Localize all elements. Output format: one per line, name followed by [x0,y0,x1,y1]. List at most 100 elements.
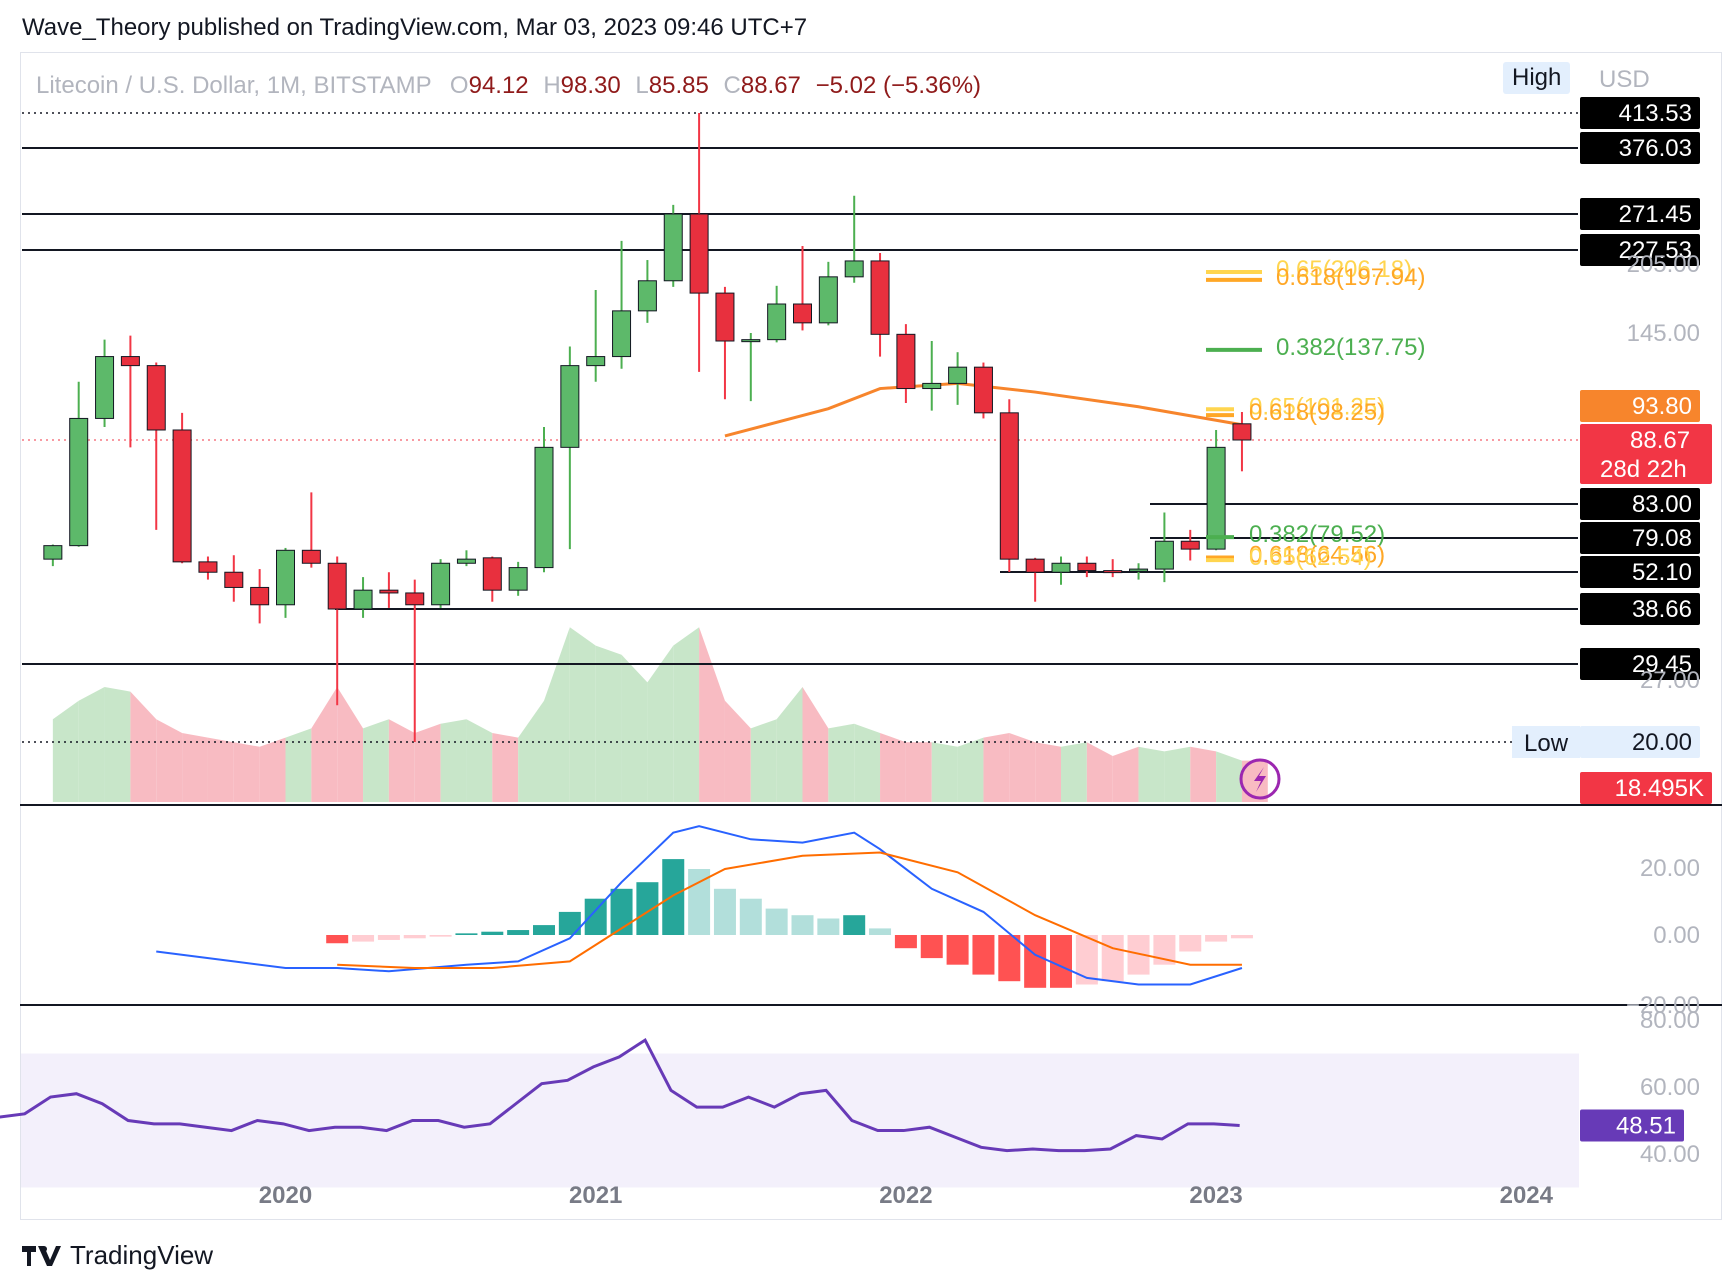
volume-bar [466,719,493,802]
price-pane: 0.65(206.18)0.618(197.94) 0.382(137.75) 0.… [22,112,1578,802]
volume-bar [983,733,1010,802]
low-axis-label: 20.00 [1632,729,1692,756]
volume-bar [518,700,544,802]
candle-body [1206,446,1226,550]
macd-histogram-bar [972,935,995,975]
volume-bar [1138,746,1165,802]
volume-bar [724,700,751,802]
level-axis-label-bg [1580,488,1700,520]
volume-bar [156,719,183,802]
volume-bar [363,719,389,802]
time-axis-tick: 2020 [259,1182,312,1209]
level-axis-label-bg [1580,97,1700,129]
level-axis-label: 79.08 [1632,525,1692,552]
level-axis-label-bg [1580,556,1700,588]
macd-histogram-bar [1101,935,1124,982]
low-axis-label-bg [1580,726,1700,758]
level-axis-label-bg [1580,593,1700,625]
volume-bar [1061,742,1087,802]
candle-body [120,356,140,367]
candle-body [741,339,761,343]
legend-symbol: Litecoin / U.S. Dollar, 1M, BITSTAMP [36,72,432,99]
volume-bar [285,728,312,802]
macd-histogram-bar [1050,935,1072,988]
level-axis-label-bg [1580,132,1700,164]
candle-body [95,356,115,419]
rsi-band [21,1053,1579,1188]
candle-body [1077,562,1097,572]
volume-bar [854,723,881,802]
volume-bar [52,700,79,802]
legend-high: 98.30 [560,72,621,99]
volume-bar [828,723,855,802]
candle-body [973,366,993,414]
legend-high-label: H [543,72,561,99]
ema-axis-label-bg [1580,390,1700,422]
volume-bar [776,687,803,802]
volume-bar [259,737,286,802]
legend-close-label: C [723,72,741,99]
candle-body [1025,558,1045,573]
macd-histogram-bar [894,935,917,949]
level-axis-label: 271.45 [1619,201,1692,228]
fib-label: 0.618(98.25) [1249,399,1385,426]
volume-bar [388,719,415,802]
candle-body [999,412,1019,560]
currency-button[interactable]: USD [1599,66,1650,93]
time-axis-tick: 2021 [569,1182,622,1209]
macd-histogram-bar [869,928,892,935]
time-axis-tick: 2024 [1500,1182,1554,1209]
volume-bar [1086,742,1113,802]
candle-body [482,557,502,591]
volume-bar [414,723,441,802]
level-axis-label-bg [1580,198,1700,230]
fib-label: 0.65(206.18) [1276,256,1412,283]
high-button[interactable]: High [1503,62,1571,94]
countdown-label: 28d 22h [1600,456,1687,483]
fib-label: 0.618(64.56) [1249,542,1385,569]
macd-histogram-bar [584,898,607,935]
macd-histogram-bar [843,915,866,935]
level-axis-label: 413.53 [1619,100,1692,127]
candle-body [1103,570,1123,574]
volume-axis-label: 18.495K [1615,775,1704,802]
volume-series [52,627,1268,802]
candles [43,113,1252,742]
candle-body [353,589,373,610]
macd-histogram-bar [636,882,659,935]
candle-body [612,310,632,358]
fib-label: 0.618(197.94) [1276,264,1425,291]
level-axis-label-bg [1580,648,1700,680]
candle-body [508,567,528,591]
level-axis-label: 29.45 [1632,651,1692,678]
legend-close: 88.67 [740,72,801,99]
time-axis-tick: 2022 [879,1182,932,1209]
rsi-pane: 80.00 60.00 40.00 [0,1007,1700,1188]
volume-bar [311,687,338,802]
macd-histogram-bar [377,935,400,940]
candle-body [1232,423,1252,441]
macd-histogram-bar [1179,935,1202,952]
level-axis-label: 52.10 [1632,559,1692,586]
volume-bar [673,627,700,802]
legend-open-label: O [449,72,469,99]
macd-signal-line [337,851,1242,969]
candle-body [146,365,166,431]
level-axis-label-bg [1580,234,1700,266]
macd-axis-tick: −20.00 [1626,992,1700,1019]
macd-histogram-bar [455,933,478,935]
volume-bar [621,654,648,802]
volume-bar [699,627,725,802]
candle-body [870,260,890,335]
chart-frame [20,52,1722,1220]
footer-brand: TradingView [22,1240,213,1271]
legend-low: 85.85 [648,72,709,99]
macd-line [156,825,1243,986]
volume-bar [544,627,570,802]
fib-label: 0.382(137.75) [1276,334,1425,361]
level-axis-label-bg [1580,522,1700,554]
macd-histogram-bar [610,888,633,935]
candle-body [1129,568,1149,572]
macd-histogram-bar [739,898,762,935]
